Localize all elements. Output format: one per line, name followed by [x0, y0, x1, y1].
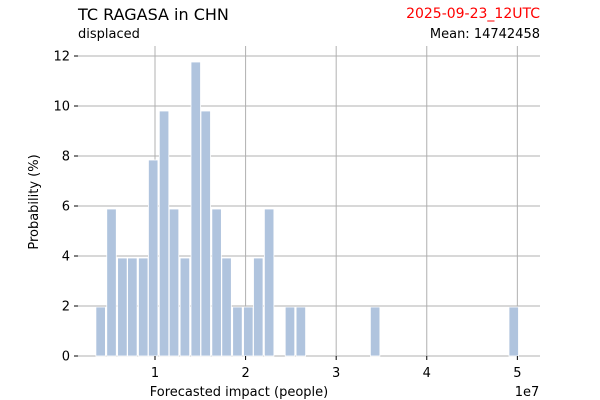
bars-group	[95, 61, 519, 357]
histogram-bar	[138, 257, 149, 357]
histogram-bar	[106, 208, 117, 357]
histogram-bar	[190, 61, 201, 357]
histogram-bar	[158, 110, 170, 357]
mean-value: Mean: 14742458	[429, 27, 540, 42]
histogram-bar	[253, 257, 264, 357]
x-tick-label: 3	[332, 366, 340, 381]
histogram-bar	[117, 257, 128, 357]
histogram-bar	[127, 257, 138, 357]
forecast-date: 2025-09-23_12UTC	[406, 6, 540, 22]
x-tick-label: 1	[151, 366, 159, 381]
histogram-bar	[232, 306, 243, 357]
histogram-bar	[168, 208, 180, 357]
y-tick-label: 6	[62, 200, 70, 215]
y-tick-label: 8	[62, 150, 70, 165]
chart-title: TC RAGASA in CHN	[78, 5, 229, 24]
y-tick-label: 12	[53, 50, 70, 65]
x-tick-label: 4	[423, 366, 431, 381]
y-axis-label: Probability (%)	[27, 154, 42, 249]
histogram-bar	[95, 306, 106, 357]
histogram-bar	[200, 110, 211, 357]
histogram-bar	[148, 159, 159, 357]
histogram-bar	[295, 306, 307, 357]
histogram-bar	[211, 208, 222, 357]
histogram-bar	[263, 208, 275, 357]
y-tick-label: 10	[53, 100, 70, 115]
histogram-bar	[179, 257, 191, 357]
x-scale-label: 1e7	[515, 385, 540, 400]
histogram-bar	[284, 306, 296, 357]
x-tick-label: 5	[513, 366, 521, 381]
chart-subtitle: displaced	[78, 27, 140, 42]
histogram-bar	[221, 257, 232, 357]
histogram-bar	[369, 306, 381, 357]
histogram-bar	[243, 306, 254, 357]
x-tick-label: 2	[241, 366, 249, 381]
x-axis-label: Forecasted impact (people)	[150, 385, 328, 400]
y-tick-label: 4	[62, 250, 70, 265]
grid-lines	[78, 46, 540, 357]
y-tick-label: 2	[62, 300, 70, 315]
y-tick-label: 0	[62, 350, 70, 365]
histogram-bar	[508, 306, 519, 357]
